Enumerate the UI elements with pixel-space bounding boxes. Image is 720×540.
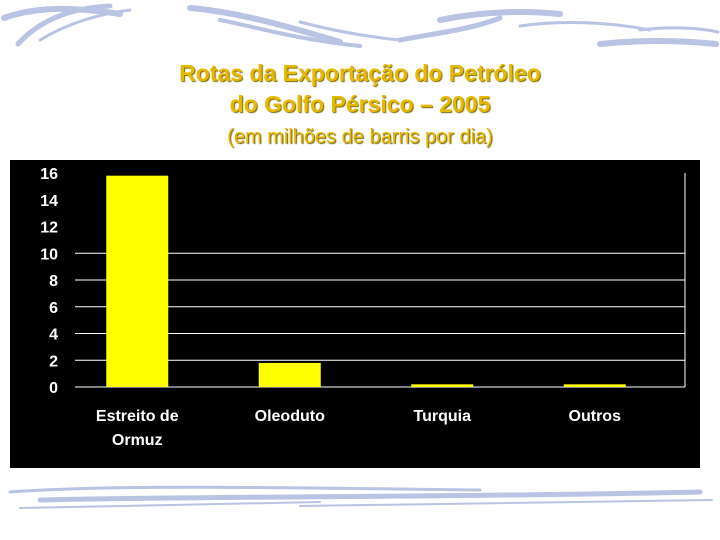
y-axis-tick-labels: 0 2 4 6 8 10 12 14 16 bbox=[40, 166, 58, 397]
y-tick-label: 10 bbox=[40, 246, 58, 263]
slide-subtitle: (em milhões de barris por dia) bbox=[227, 126, 493, 148]
bar bbox=[106, 175, 169, 387]
y-tick-label: 12 bbox=[40, 220, 58, 237]
y-tick-label: 6 bbox=[49, 300, 58, 317]
y-tick-label: 0 bbox=[49, 380, 58, 397]
bottom-decoration bbox=[8, 485, 713, 509]
bar bbox=[411, 384, 474, 387]
top-decoration bbox=[1, 3, 720, 48]
x-axis-tick-labels: Estreito de Ormuz Oleoduto Turquia Outros bbox=[96, 408, 621, 449]
bar bbox=[563, 384, 626, 387]
chart-panel: 0 2 4 6 8 10 12 14 16 Estreito de Ormuz Oleoduto Tu… bbox=[10, 160, 700, 468]
y-tick-label: 14 bbox=[40, 193, 58, 210]
y-tick-label: 16 bbox=[40, 166, 58, 183]
x-tick-label: Estreito de bbox=[96, 408, 179, 425]
x-tick-label: Oleoduto bbox=[255, 408, 325, 425]
x-tick-label: Ormuz bbox=[112, 432, 163, 449]
slide-title-line-1: Rotas da Exportação do Petróleo bbox=[179, 60, 541, 86]
chart-bars bbox=[106, 175, 626, 387]
x-tick-label: Outros bbox=[569, 408, 622, 425]
y-tick-label: 2 bbox=[49, 353, 58, 370]
y-tick-label: 8 bbox=[49, 273, 58, 290]
bar bbox=[258, 362, 321, 387]
y-tick-label: 4 bbox=[49, 327, 58, 344]
slide-title-line-2: do Golfo Pérsico – 2005 bbox=[229, 91, 491, 117]
chart-gridlines bbox=[75, 173, 686, 388]
x-tick-label: Turquia bbox=[414, 408, 472, 425]
